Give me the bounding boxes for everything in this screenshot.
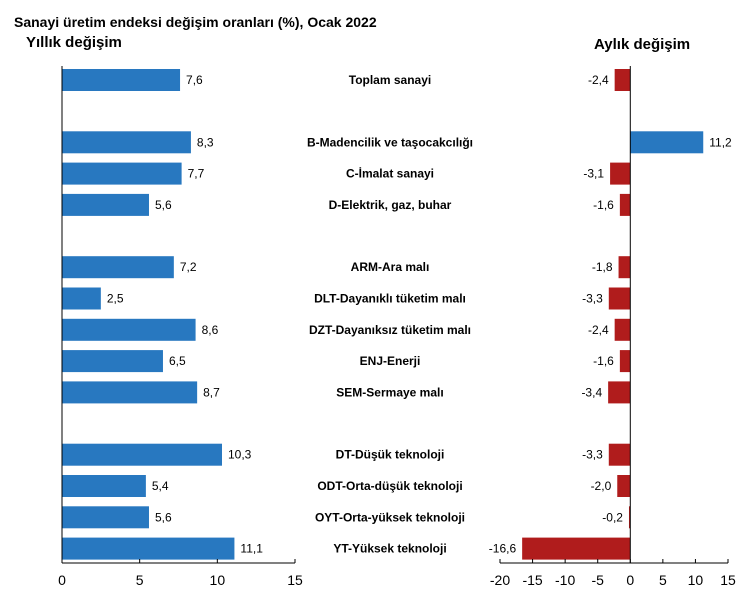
right-x-tick-label: 15 — [720, 572, 736, 588]
right-value-label: -1,6 — [593, 198, 614, 212]
right-chart-subtitle: Aylık değişim — [594, 36, 691, 53]
category-label: ENJ-Enerji — [360, 354, 421, 368]
left-value-label: 7,6 — [186, 73, 203, 87]
left-x-tick-label: 10 — [210, 572, 226, 588]
category-label: C-İmalat sanayi — [346, 166, 434, 181]
left-bar — [62, 69, 181, 91]
right-value-label: 11,2 — [709, 135, 732, 149]
left-bar — [62, 443, 222, 466]
left-value-label: 2,5 — [107, 292, 124, 306]
left-bar — [62, 318, 196, 341]
right-value-label: -0,2 — [602, 510, 623, 524]
right-bar — [619, 350, 631, 373]
right-bar — [618, 256, 631, 279]
right-value-label: -3,3 — [582, 292, 603, 306]
left-bar — [62, 131, 191, 154]
category-label: ODT-Orta-düşük teknoloji — [317, 479, 462, 493]
left-value-label: 7,7 — [188, 167, 205, 181]
left-bar — [62, 537, 235, 560]
category-label: DLT-Dayanıklı tüketim malı — [314, 292, 466, 306]
category-label: DT-Düşük teknoloji — [336, 448, 445, 462]
right-value-label: -3,4 — [581, 385, 602, 399]
left-bar — [62, 162, 182, 185]
right-bar — [619, 193, 631, 216]
category-label: Toplam sanayi — [349, 73, 431, 87]
left-value-label: 8,3 — [197, 135, 214, 149]
category-label: OYT-Orta-yüksek teknoloji — [315, 510, 465, 524]
category-label: SEM-Sermaye malı — [336, 385, 443, 399]
category-label: ARM-Ara malı — [351, 260, 430, 274]
right-value-label: -2,4 — [588, 323, 609, 337]
category-label: DZT-Dayanıksız tüketim malı — [309, 323, 471, 337]
right-value-label: -2,4 — [588, 73, 609, 87]
right-bar — [614, 318, 631, 341]
left-bar — [62, 350, 163, 373]
right-x-tick-label: -20 — [490, 572, 510, 588]
right-bar — [630, 131, 704, 154]
left-value-label: 5,6 — [155, 198, 172, 212]
left-bar — [62, 193, 149, 216]
left-value-label: 8,6 — [202, 323, 219, 337]
chart-title: Sanayi üretim endeksi değişim oranları (… — [14, 14, 377, 30]
left-value-label: 5,6 — [155, 510, 172, 524]
right-bar — [617, 475, 631, 497]
right-bar — [608, 381, 631, 404]
right-x-tick-label: 10 — [688, 572, 704, 588]
left-value-label: 6,5 — [169, 354, 186, 368]
left-bar — [62, 475, 146, 497]
category-label: YT-Yüksek teknoloji — [333, 542, 446, 556]
left-value-label: 10,3 — [228, 448, 252, 462]
right-x-tick-label: -5 — [591, 572, 604, 588]
right-bar — [608, 443, 631, 466]
right-value-label: -3,1 — [583, 167, 604, 181]
left-bar — [62, 381, 198, 404]
left-value-label: 5,4 — [152, 479, 169, 493]
left-x-tick-label: 5 — [136, 572, 144, 588]
right-bar — [522, 537, 631, 560]
left-bar — [62, 256, 174, 279]
left-x-tick-label: 15 — [287, 572, 303, 588]
category-label: B-Madencilik ve taşocakcılığı — [307, 135, 473, 149]
right-value-label: -16,6 — [489, 542, 517, 556]
right-x-tick-label: -10 — [555, 572, 575, 588]
right-value-label: -2,0 — [591, 479, 612, 493]
left-value-label: 8,7 — [203, 385, 220, 399]
right-bar — [610, 162, 631, 185]
right-x-tick-label: 5 — [659, 572, 667, 588]
category-label: D-Elektrik, gaz, buhar — [329, 198, 452, 212]
left-value-label: 11,1 — [240, 542, 263, 556]
left-bar — [62, 506, 149, 529]
right-value-label: -3,3 — [582, 448, 603, 462]
right-x-tick-label: -15 — [522, 572, 542, 588]
left-value-label: 7,2 — [180, 260, 197, 274]
left-bar — [62, 287, 101, 310]
right-bar — [628, 506, 631, 529]
left-chart-subtitle: Yıllık değişim — [26, 34, 122, 51]
right-bar — [608, 287, 631, 310]
right-value-label: -1,6 — [593, 354, 614, 368]
right-value-label: -1,8 — [592, 260, 613, 274]
left-x-tick-label: 0 — [58, 572, 66, 588]
right-bar — [614, 69, 631, 91]
right-x-tick-label: 0 — [626, 572, 634, 588]
